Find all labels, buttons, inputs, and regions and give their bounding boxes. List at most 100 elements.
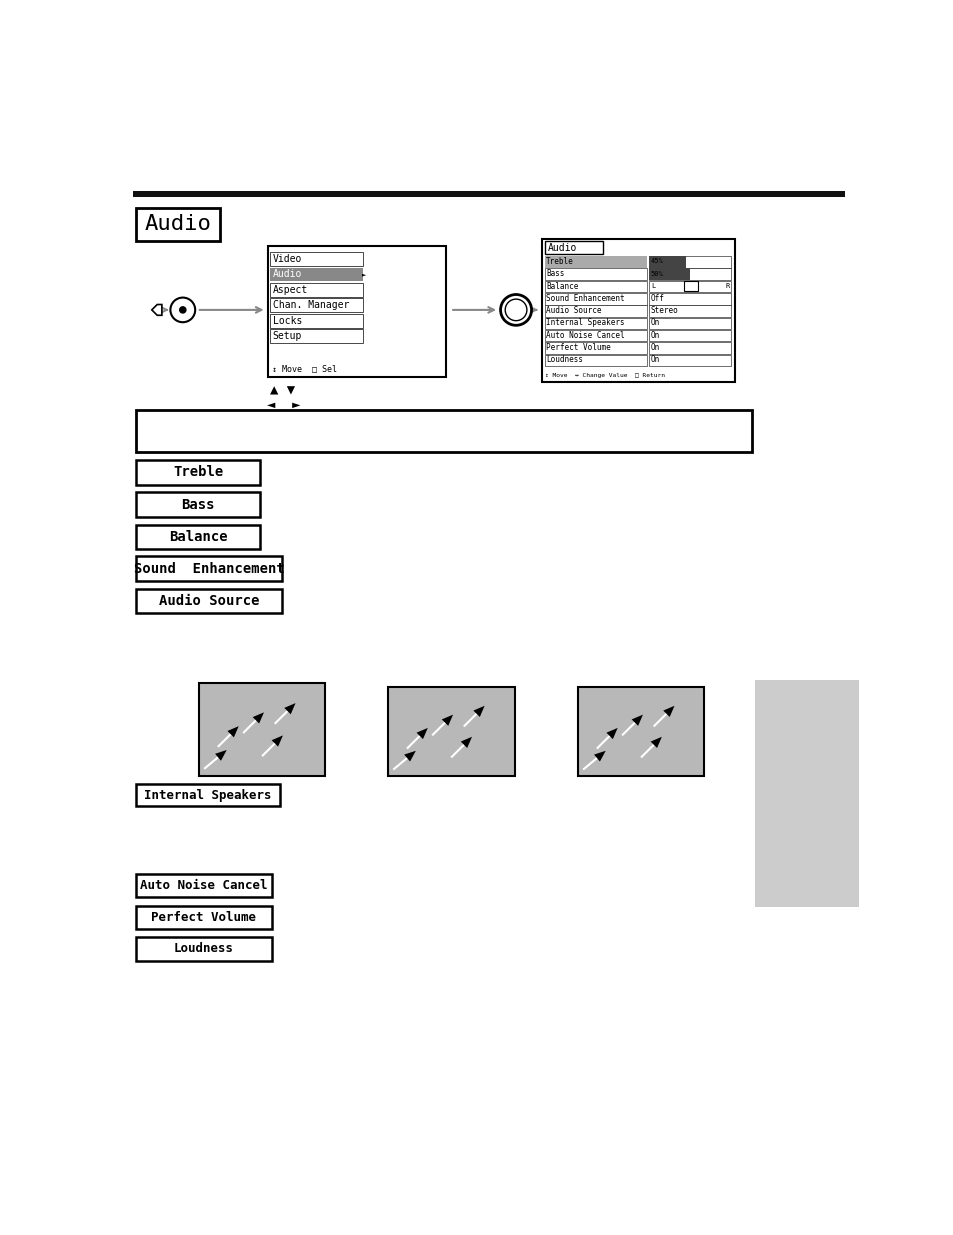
Bar bbox=[649, 305, 731, 317]
Bar bbox=[270, 268, 363, 282]
Bar bbox=[133, 190, 843, 196]
Polygon shape bbox=[594, 751, 605, 762]
Text: ◄  ►: ◄ ► bbox=[267, 398, 300, 411]
Bar bbox=[136, 937, 272, 961]
Bar bbox=[649, 280, 731, 293]
Text: Perfect Volume: Perfect Volume bbox=[546, 343, 610, 352]
Polygon shape bbox=[460, 737, 472, 748]
Bar bbox=[270, 252, 363, 266]
Text: Sound  Enhancement: Sound Enhancement bbox=[133, 562, 284, 576]
Text: Loudness: Loudness bbox=[546, 356, 582, 364]
Polygon shape bbox=[662, 705, 674, 718]
Bar bbox=[136, 874, 272, 898]
Text: R: R bbox=[724, 283, 729, 289]
Bar bbox=[544, 354, 646, 366]
Text: Audio: Audio bbox=[547, 242, 577, 252]
Bar bbox=[136, 209, 220, 241]
Polygon shape bbox=[441, 715, 453, 726]
Bar bbox=[136, 525, 260, 550]
Bar bbox=[544, 305, 646, 317]
Text: Auto Noise Cancel: Auto Noise Cancel bbox=[546, 331, 624, 340]
Text: Setup: Setup bbox=[273, 331, 302, 341]
Bar bbox=[270, 314, 363, 327]
Bar bbox=[649, 268, 690, 280]
Text: On: On bbox=[650, 356, 659, 364]
Text: Perfect Volume: Perfect Volume bbox=[152, 911, 256, 924]
Bar bbox=[136, 461, 260, 484]
Polygon shape bbox=[272, 735, 283, 747]
Bar bbox=[388, 687, 514, 776]
Bar bbox=[649, 342, 731, 353]
Text: Stereo: Stereo bbox=[650, 306, 678, 315]
Text: Treble: Treble bbox=[173, 466, 223, 479]
Bar bbox=[649, 268, 731, 280]
Polygon shape bbox=[214, 750, 227, 761]
Bar bbox=[544, 317, 646, 330]
Text: Chan. Manager: Chan. Manager bbox=[273, 300, 349, 310]
Text: Off: Off bbox=[650, 294, 664, 303]
Text: 45%: 45% bbox=[650, 258, 663, 264]
Polygon shape bbox=[227, 726, 238, 737]
Bar bbox=[578, 687, 703, 776]
Text: ↕ Move  □ Sel: ↕ Move □ Sel bbox=[272, 364, 336, 374]
Polygon shape bbox=[253, 713, 264, 724]
Circle shape bbox=[171, 298, 195, 322]
Text: Aspect: Aspect bbox=[273, 285, 308, 295]
Polygon shape bbox=[416, 727, 427, 739]
Text: On: On bbox=[650, 343, 659, 352]
Bar bbox=[649, 256, 685, 268]
Polygon shape bbox=[650, 737, 661, 748]
Text: Internal Speakers: Internal Speakers bbox=[144, 788, 271, 802]
Bar bbox=[649, 256, 731, 268]
Bar bbox=[136, 906, 272, 929]
Text: Balance: Balance bbox=[169, 530, 228, 545]
Text: 50%: 50% bbox=[650, 270, 663, 277]
Bar bbox=[270, 283, 363, 296]
Bar bbox=[136, 556, 282, 580]
Polygon shape bbox=[284, 703, 295, 714]
Circle shape bbox=[500, 294, 531, 325]
Bar bbox=[199, 683, 325, 776]
Text: Audio Source: Audio Source bbox=[159, 594, 259, 608]
Bar bbox=[544, 293, 646, 305]
Bar bbox=[544, 256, 646, 268]
Text: Locks: Locks bbox=[273, 316, 302, 326]
Circle shape bbox=[505, 299, 526, 321]
Bar bbox=[683, 282, 698, 291]
Bar bbox=[649, 330, 731, 341]
Bar bbox=[136, 784, 279, 805]
Text: Loudness: Loudness bbox=[173, 942, 233, 956]
Text: Audio Source: Audio Source bbox=[546, 306, 601, 315]
Bar bbox=[754, 679, 858, 906]
Text: Audio: Audio bbox=[273, 269, 302, 279]
Text: Treble: Treble bbox=[546, 257, 574, 266]
Text: L: L bbox=[650, 283, 655, 289]
Bar bbox=[544, 342, 646, 353]
Bar bbox=[136, 410, 752, 452]
Text: Video: Video bbox=[273, 254, 302, 264]
Text: Balance: Balance bbox=[546, 282, 578, 290]
Polygon shape bbox=[631, 715, 642, 726]
Text: On: On bbox=[650, 331, 659, 340]
Text: Auto Noise Cancel: Auto Noise Cancel bbox=[140, 879, 267, 893]
Polygon shape bbox=[404, 751, 416, 762]
Text: On: On bbox=[650, 319, 659, 327]
Bar bbox=[270, 330, 363, 343]
Bar bbox=[544, 280, 646, 293]
Bar bbox=[544, 241, 602, 253]
Bar bbox=[136, 493, 260, 517]
Bar bbox=[649, 293, 731, 305]
Text: ►: ► bbox=[361, 272, 366, 278]
Bar bbox=[544, 268, 646, 280]
Text: ↕ Move  ↔ Change Value  □ Return: ↕ Move ↔ Change Value □ Return bbox=[544, 373, 664, 378]
Bar bbox=[270, 299, 363, 312]
Text: Audio: Audio bbox=[145, 215, 212, 235]
Bar bbox=[268, 246, 446, 377]
Bar bbox=[542, 240, 734, 382]
Bar bbox=[649, 317, 731, 330]
Text: Sound Enhancement: Sound Enhancement bbox=[546, 294, 624, 303]
Bar bbox=[544, 330, 646, 341]
Text: Bass: Bass bbox=[546, 269, 564, 278]
Polygon shape bbox=[152, 305, 162, 315]
Bar bbox=[136, 589, 282, 614]
